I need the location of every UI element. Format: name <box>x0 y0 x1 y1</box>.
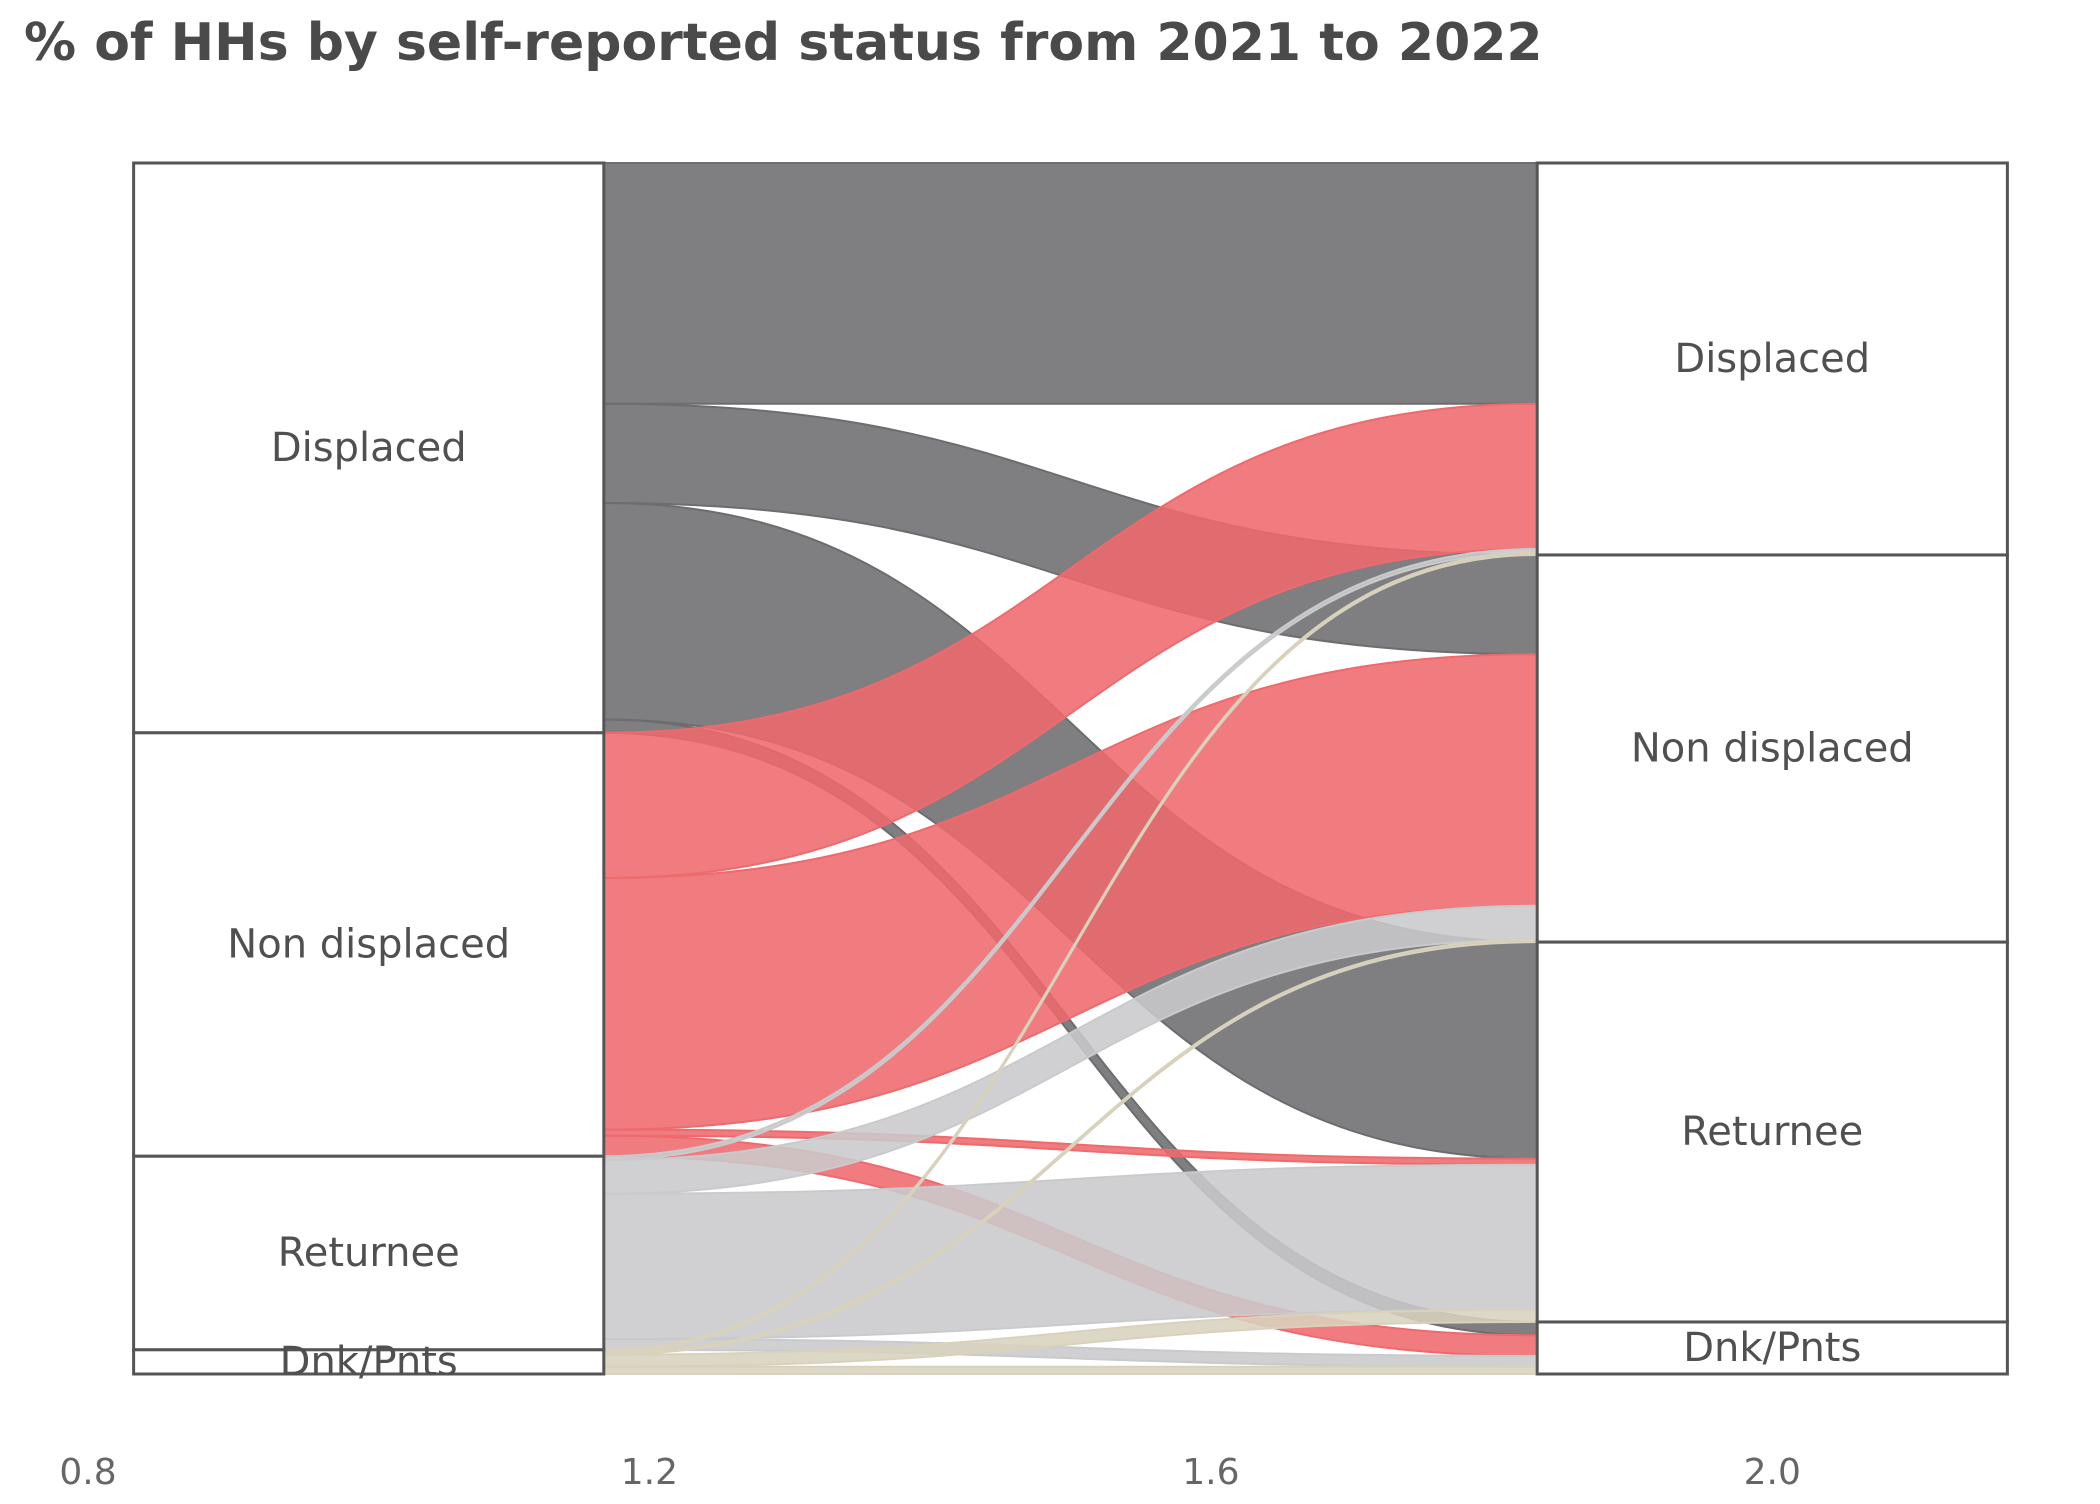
source-label: Returnee <box>278 1230 460 1276</box>
x-tick-label: 0.8 <box>59 1452 116 1493</box>
flow <box>602 161 1539 405</box>
x-tick-label: 1.6 <box>1182 1452 1239 1493</box>
source-label: Dnk/Pnts <box>280 1339 458 1385</box>
source-label: Displaced <box>271 425 467 471</box>
target-node <box>1535 1320 2009 1376</box>
flows <box>602 161 1539 1376</box>
target-label: Dnk/Pnts <box>1683 1325 1861 1371</box>
target-node <box>1535 161 2009 557</box>
target-label: Returnee <box>1681 1109 1863 1155</box>
x-axis: 0.8 1.2 1.6 2.0 <box>59 1452 1801 1493</box>
source-node <box>132 1348 606 1376</box>
flow <box>602 1365 1539 1376</box>
source-node <box>132 731 606 1158</box>
target-node <box>1535 940 2009 1324</box>
target-label: Displaced <box>1674 336 1870 382</box>
source-node <box>132 1154 606 1352</box>
target-label: Non displaced <box>1631 726 1914 772</box>
source-label: Non displaced <box>227 922 510 968</box>
nodes: Displaced Non displaced Returnee Dnk/Pnts Di… <box>132 161 2009 1385</box>
x-tick-label: 2.0 <box>1744 1452 1801 1493</box>
chart-title: % of HHs by self-reported status from 20… <box>24 13 1543 73</box>
x-tick-label: 1.2 <box>621 1452 678 1493</box>
source-node <box>132 161 606 735</box>
